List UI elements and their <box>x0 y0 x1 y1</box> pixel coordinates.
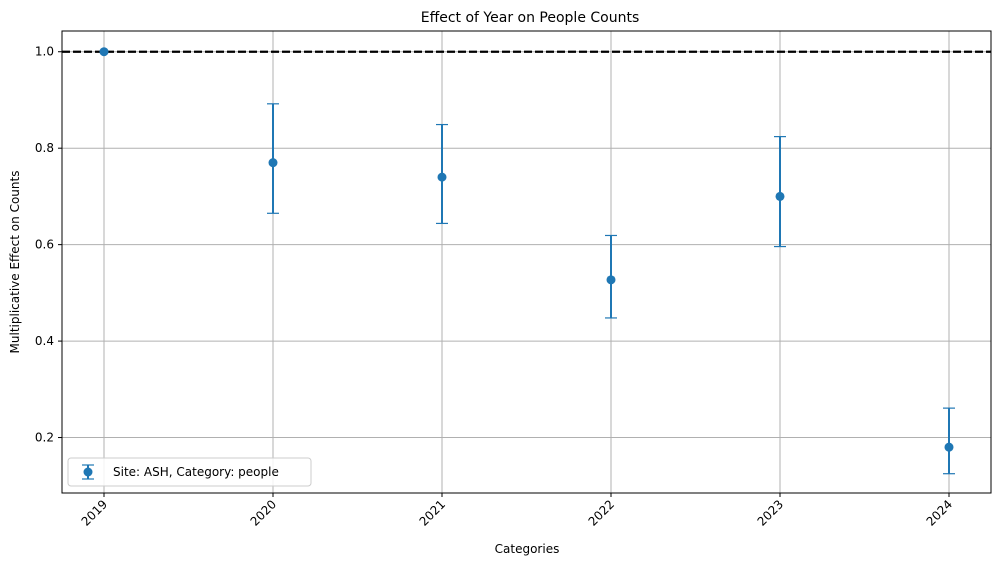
x-tick-label: 2021 <box>417 497 448 528</box>
x-tick-label: 2024 <box>924 497 955 528</box>
chart-title: Effect of Year on People Counts <box>421 10 640 26</box>
y-tick-label: 0.8 <box>35 141 54 155</box>
axes-frame <box>61 30 992 494</box>
y-tick-label: 0.6 <box>35 238 54 252</box>
data-point <box>437 172 447 182</box>
plot-area: 0.2 0.4 0.6 0.8 1.0 2019 2020 2021 2022 2023 2024 <box>35 30 992 529</box>
y-axis-label: Multiplicative Effect on Counts <box>8 171 22 354</box>
data-point <box>775 191 785 201</box>
x-tick-label: 2022 <box>586 497 617 528</box>
data-point <box>606 275 616 285</box>
data-point <box>944 442 954 452</box>
x-tick-label: 2019 <box>79 497 110 528</box>
y-tick-label: 1.0 <box>35 45 54 59</box>
x-tick-label: 2020 <box>248 497 279 528</box>
y-tick-label: 0.2 <box>35 431 54 445</box>
legend-label: Site: ASH, Category: people <box>113 465 279 479</box>
legend-marker <box>83 467 93 477</box>
legend: Site: ASH, Category: people <box>67 457 312 487</box>
data-point <box>99 47 109 57</box>
x-axis-label: Categories <box>495 542 560 556</box>
legend-box <box>67 457 312 487</box>
x-tick-label: 2023 <box>755 497 786 528</box>
data-point <box>268 158 278 168</box>
y-tick-label: 0.4 <box>35 334 54 348</box>
